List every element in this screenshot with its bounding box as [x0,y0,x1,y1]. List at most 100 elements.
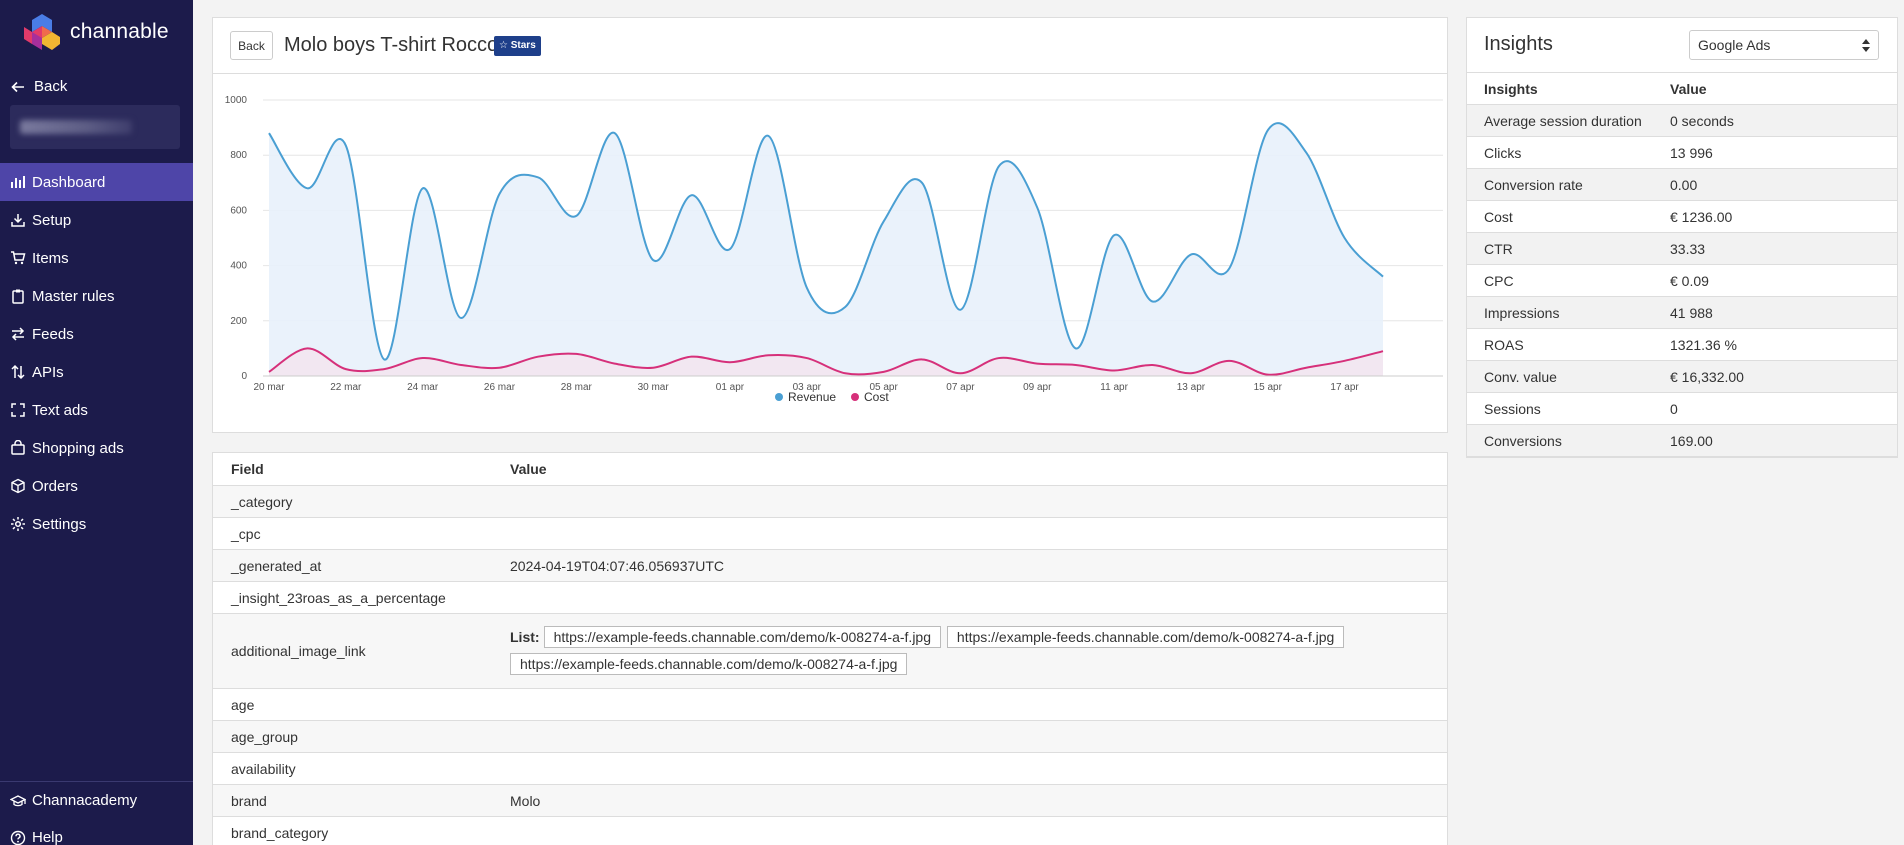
insight-value: 169.00 [1670,432,1713,449]
insight-value: 33.33 [1670,240,1706,257]
insight-value: 13 996 [1670,144,1713,161]
box-icon [11,478,25,494]
field-value [510,732,1447,742]
image-link-chip[interactable]: https://example-feeds.channable.com/demo… [543,626,942,648]
insight-row: Average session duration 0 seconds [1467,105,1897,137]
field-name: additional_image_link [231,643,366,659]
sidebar-item-label: Feeds [32,325,74,343]
field-name: brand_category [231,824,329,841]
stars-badge[interactable]: ☆ Stars [494,36,541,56]
sidebar-item-channacademy[interactable]: Channacademy [0,782,193,819]
y-tick-label: 400 [230,261,247,272]
insight-name: Conv. value [1484,368,1557,385]
sidebar-item-settings[interactable]: Settings [0,505,193,543]
x-tick-label: 30 mar [638,382,670,393]
shopping-bag-icon [11,440,25,455]
insights-panel: Insights Google Ads Insights Value Avera… [1466,17,1898,458]
table-row: additional_image_link List: https://examp… [213,614,1447,689]
x-tick-label: 17 apr [1330,382,1359,393]
field-name: _insight_23roas_as_a_percentage [231,589,446,606]
sidebar-item-feeds[interactable]: Feeds [0,315,193,353]
insight-name: CTR [1484,240,1513,257]
insight-row: Conversions 169.00 [1467,425,1897,457]
sidebar-item-apis[interactable]: APIs [0,353,193,391]
table-row: availability [213,753,1447,785]
sidebar-item-label: Help [32,829,63,845]
field-name: brand [231,792,267,809]
x-tick-label: 24 mar [407,382,439,393]
bar-chart-icon [11,176,25,188]
insight-value: 0.00 [1670,176,1698,193]
sidebar-item-label: Channacademy [32,792,138,809]
sidebar-item-label: Items [32,249,69,267]
sidebar-item-label: Orders [32,477,78,495]
insight-name: Conversion rate [1484,176,1583,193]
exchange-icon [11,327,25,341]
sidebar-item-orders[interactable]: Orders [0,467,193,505]
x-tick-label: 13 apr [1177,382,1206,393]
sidebar-item-master-rules[interactable]: Master rules [0,277,193,315]
insights-title: Insights [1484,33,1553,55]
arrow-left-icon [11,81,24,92]
field-value [510,700,1447,710]
gear-icon [11,517,25,531]
field-name: availability [231,760,296,777]
field-value [510,529,1447,539]
y-tick-label: 200 [230,316,247,327]
sidebar-item-shopping-ads[interactable]: Shopping ads [0,429,193,467]
field-table-header: Field Value [213,453,1447,486]
sidebar-bottom-nav: Channacademy Help [0,782,193,845]
page-title: Molo boys T-shirt Rocco [284,34,499,56]
sidebar-back-link[interactable]: Back [10,78,67,95]
table-row: age [213,689,1447,721]
sort-icon [11,364,25,380]
x-tick-label: 28 mar [561,382,593,393]
insight-value: € 1236.00 [1670,208,1733,225]
select-arrows-icon [1862,39,1870,52]
field-value [510,764,1447,774]
insight-row: Clicks 13 996 [1467,137,1897,169]
field-name: age [231,696,255,713]
expand-icon [11,403,25,417]
sidebar-divider [0,781,193,782]
image-link-chip[interactable]: https://example-feeds.channable.com/demo… [946,626,1345,648]
x-tick-label: 07 apr [946,382,975,393]
field-name: _cpc [231,525,261,542]
channel-select-value: Google Ads [1698,37,1771,53]
back-button[interactable]: Back [230,31,273,60]
field-value [510,497,1447,507]
image-link-chip[interactable]: https://example-feeds.channable.com/demo… [510,653,908,675]
table-row: age_group [213,721,1447,753]
insights-value-header: Value [1670,80,1707,97]
sidebar-item-setup[interactable]: Setup [0,201,193,239]
sidebar-item-dashboard[interactable]: Dashboard [0,163,193,201]
sidebar-item-help[interactable]: Help [0,819,193,845]
x-tick-label: 20 mar [253,382,285,393]
logo[interactable]: channable [22,12,169,52]
field-value: List: https://example-feeds.channable.com… [510,619,1447,683]
field-value [510,593,1447,603]
table-row: _insight_23roas_as_a_percentage [213,582,1447,614]
insight-name: ROAS [1484,336,1524,353]
insight-name: Clicks [1484,144,1522,161]
insight-name: Cost [1484,208,1513,225]
blurred-project-name [20,120,132,134]
x-tick-label: 05 apr [869,382,898,393]
sidebar-item-items[interactable]: Items [0,239,193,277]
item-header: Back Molo boys T-shirt Rocco ☆ Stars [213,18,1447,74]
insight-value: 41 988 [1670,304,1713,321]
y-tick-label: 0 [241,371,247,382]
channel-select[interactable]: Google Ads [1689,30,1879,60]
insight-row: CPC € 0.09 [1467,265,1897,297]
field-value [510,828,1447,838]
clipboard-icon [12,289,24,304]
project-selector[interactable] [10,105,180,149]
insight-name: Average session duration [1484,112,1642,129]
insight-row: Conv. value € 16,332.00 [1467,361,1897,393]
field-column-header: Field [231,461,264,477]
sidebar-item-text-ads[interactable]: Text ads [0,391,193,429]
list-label: List: [510,629,540,645]
insight-name: Sessions [1484,400,1541,417]
x-tick-label: 26 mar [484,382,516,393]
y-tick-label: 600 [230,205,247,216]
